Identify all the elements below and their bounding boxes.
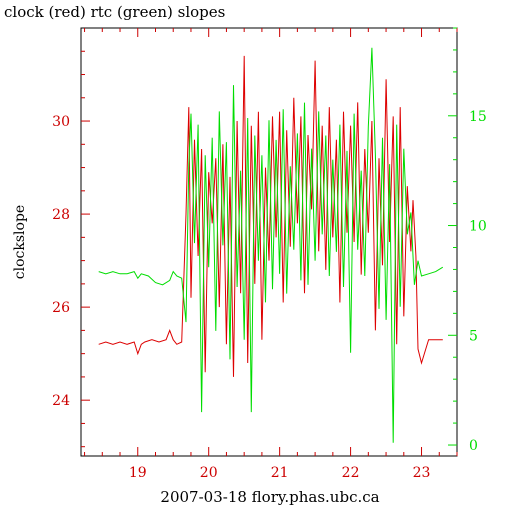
x-tick-label: 23: [413, 465, 431, 481]
rtc-series-line: [98, 47, 444, 443]
x-tick-label: 22: [342, 465, 360, 481]
x-tick-label: 19: [129, 465, 147, 481]
y-right-tick-label: 0: [469, 438, 478, 454]
y-right-tick-label: 10: [469, 219, 487, 235]
y-left-tick-label: 26: [52, 300, 70, 316]
series-layer: [98, 47, 444, 443]
y-axis-label: clockslope: [12, 205, 28, 279]
chart-title: clock (red) rtc (green) slopes: [4, 3, 225, 21]
y-left-tick-label: 28: [52, 207, 70, 223]
plot-frame: [80, 27, 458, 457]
x-axis-label: 2007-03-18 flory.phas.ubc.ca: [160, 488, 379, 506]
y-right-tick-label: 5: [469, 328, 478, 344]
x-tick-label: 20: [200, 465, 218, 481]
y-left-tick-label: 30: [52, 114, 70, 130]
x-tick-label: 21: [271, 465, 289, 481]
y-right-tick-label: 15: [469, 109, 487, 125]
y-left-tick-label: 24: [52, 393, 70, 409]
axes: 19 20 21 22 23 24 26 28 30 0 5 10 15: [52, 27, 487, 481]
